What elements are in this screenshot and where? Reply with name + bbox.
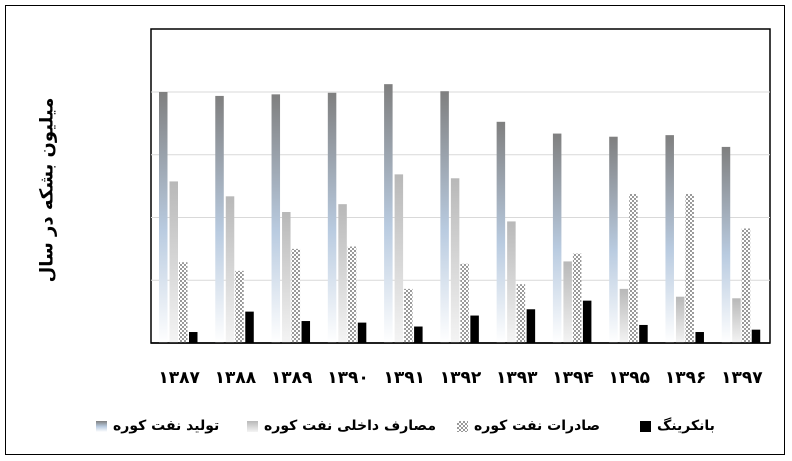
bar-3-5: [404, 288, 413, 343]
bar-2-8: [563, 261, 572, 343]
legend-label: بانکرینگ: [657, 418, 715, 434]
bar-2-4: [338, 204, 347, 343]
bar-3-8: [572, 253, 582, 343]
legend-item: تولید نفت کوره: [96, 418, 219, 434]
bar-4-8: [582, 300, 592, 343]
bar-1-2: [215, 95, 224, 343]
bar-1-7: [496, 121, 506, 344]
bar-2-5: [394, 174, 404, 343]
x-tick-label: ۱۳۹۳: [496, 368, 538, 388]
bar-1-10: [665, 135, 674, 343]
bar-3-2: [235, 270, 244, 343]
bar-3-10: [685, 193, 694, 343]
bar-1-3: [271, 94, 281, 344]
bar-1-8: [552, 133, 562, 343]
bar-4-9: [639, 324, 648, 343]
x-tick-label: ۱۳۹۶: [665, 368, 707, 388]
bar-2-7: [507, 221, 516, 343]
bar-4-4: [357, 322, 367, 343]
bar-1-9: [609, 136, 618, 343]
legend-label: تولید نفت کوره: [113, 418, 220, 434]
legend-swatch: [96, 420, 107, 432]
x-tick-label: ۱۳۹۵: [609, 368, 651, 388]
legend-swatch: [247, 420, 258, 432]
legend-item: بانکرینگ: [640, 418, 715, 434]
bar-1-11: [721, 146, 731, 343]
legend-label: مصارف داخلی نفت کوره: [264, 418, 437, 434]
bar-3-7: [516, 284, 526, 343]
bar-4-7: [526, 309, 536, 343]
x-tick-label: ۱۳۹۲: [440, 368, 482, 388]
bar-1-5: [384, 84, 393, 343]
bar-4-3: [301, 321, 311, 343]
bar-4-11: [751, 329, 761, 343]
bar-4-6: [470, 315, 479, 343]
x-tick-label: ۱۳۸۸: [215, 368, 257, 388]
bar-3-9: [629, 193, 638, 343]
legend-swatch: [640, 420, 651, 432]
x-tick-label: ۱۳۸۹: [271, 368, 313, 388]
legend-label: صادرات نفت کوره: [474, 418, 601, 434]
bar-4-10: [695, 332, 704, 343]
bar-3-3: [291, 248, 301, 343]
bar-2-2: [225, 196, 235, 343]
legend-item: مصارف داخلی نفت کوره: [247, 418, 436, 434]
bar-2-11: [732, 298, 741, 343]
legend: تولید نفت کوره مصارف داخلی نفت کوره صادرات…: [72, 418, 772, 440]
bar-3-6: [460, 263, 469, 343]
bar-3-4: [347, 246, 357, 343]
bar-4-5: [414, 326, 423, 343]
bar-1-1: [159, 92, 168, 343]
bar-3-1: [179, 262, 188, 343]
bar-1-4: [327, 92, 337, 343]
x-tick-label: ۱۳۹۴: [552, 368, 594, 388]
bar-2-3: [282, 212, 291, 343]
legend-swatch: [457, 420, 468, 432]
bar-3-11: [741, 228, 751, 343]
bar-4-1: [189, 332, 198, 343]
legend-item: صادرات نفت کوره: [457, 418, 600, 434]
x-tick-label: ۱۳۸۷: [158, 368, 200, 388]
bar-2-6: [450, 178, 460, 343]
x-tick-label: ۱۳۹۷: [721, 368, 763, 388]
bar-2-9: [619, 288, 629, 343]
x-tick-label: ۱۳۹۱: [383, 368, 425, 388]
bar-2-10: [675, 296, 685, 343]
bar-4-2: [245, 311, 254, 343]
x-tick-label: ۱۳۹۰: [327, 368, 369, 388]
bar-1-6: [440, 91, 449, 343]
bar-2-1: [169, 181, 178, 343]
